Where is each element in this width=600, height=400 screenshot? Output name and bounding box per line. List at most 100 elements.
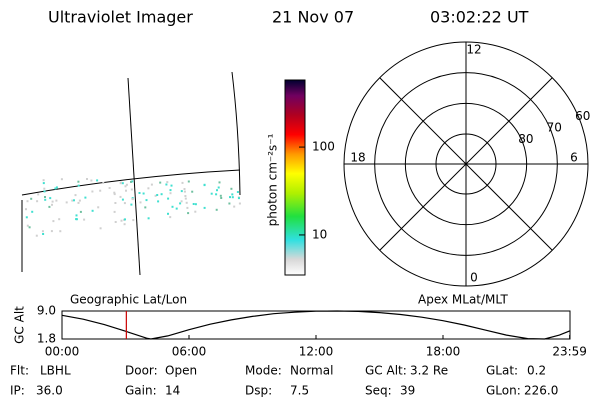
colorbar-label: photon cm⁻²s⁻¹	[266, 133, 280, 226]
map-pixel	[113, 191, 116, 194]
map-meridian	[231, 71, 241, 196]
mlt-label: 6	[570, 151, 578, 165]
info-label: Dsp:	[245, 384, 272, 398]
map-pixel	[43, 190, 46, 193]
map-pixel	[121, 182, 124, 185]
info-label: IP:	[10, 384, 25, 398]
map-pixel	[77, 184, 80, 187]
map-pixel	[44, 196, 46, 198]
map-pixel	[230, 187, 233, 190]
map-pixel	[203, 206, 206, 209]
map-pixel	[60, 178, 63, 181]
map-pixel	[169, 216, 172, 219]
map-pixel	[186, 206, 189, 209]
polar-ring	[343, 41, 589, 287]
info-value: 226.0	[524, 384, 558, 398]
map-pixel	[77, 201, 80, 204]
colorbar	[284, 79, 306, 276]
info-value: LBHL	[40, 364, 71, 378]
map-pixel	[55, 186, 58, 189]
x-tick-label: 06:00	[172, 345, 207, 359]
map-pixel	[180, 190, 183, 193]
map-pixel	[233, 205, 236, 208]
map-pixel	[43, 187, 46, 190]
polar-ring-label: 60	[575, 109, 590, 123]
map-pixel	[99, 189, 102, 192]
info-label: GC Alt:	[365, 364, 407, 378]
info-value: Normal	[290, 364, 333, 378]
map-pixel	[130, 180, 132, 183]
map-pixel	[166, 181, 169, 184]
map-pixel	[52, 220, 55, 223]
map-pixel	[138, 192, 141, 194]
polar-ring	[404, 102, 528, 226]
colorbar-tick-label: 10	[312, 227, 327, 241]
map-pixel	[51, 203, 53, 206]
map-pixel	[96, 179, 99, 182]
x-tick-label: 12:00	[299, 345, 334, 359]
info-value: 36.0	[36, 384, 63, 398]
mlt-label: 0	[470, 271, 478, 285]
map-pixel	[179, 202, 182, 205]
map-pixel	[91, 190, 94, 193]
map-pixel	[50, 230, 53, 233]
map-pixel	[42, 182, 45, 185]
map-pixel	[59, 230, 62, 233]
info-value: Open	[165, 364, 197, 378]
x-tick-label: 18:00	[426, 345, 461, 359]
map-pixel	[79, 210, 82, 213]
map-pixel	[220, 197, 223, 199]
map-label-left: Geographic Lat/Lon	[70, 293, 187, 307]
map-pixel	[194, 210, 197, 213]
map-pixel	[147, 217, 150, 220]
map-meridian	[127, 77, 141, 276]
map-pixel	[78, 199, 81, 202]
map-pixel	[215, 193, 218, 196]
map-pixel	[113, 210, 116, 213]
info-value: 14	[165, 384, 180, 398]
map-pixel	[49, 197, 52, 200]
map-pixel	[86, 178, 88, 180]
map-label-right: Apex MLat/MLT	[418, 293, 508, 307]
map-pixel	[185, 201, 188, 204]
map-pixel	[154, 194, 157, 197]
map-pixel	[130, 203, 133, 206]
x-tick-label: 00:00	[45, 345, 80, 359]
map-pixel	[238, 197, 240, 200]
map-pixel	[183, 190, 186, 193]
map-pixel	[119, 195, 122, 198]
map-pixel	[215, 208, 218, 211]
geographic-map	[21, 71, 241, 276]
map-pixel	[75, 218, 78, 221]
map-pixel	[180, 200, 183, 203]
y-tick-label: 9.0	[37, 304, 56, 318]
map-pixel	[121, 198, 124, 201]
map-pixel	[26, 224, 29, 227]
map-pixel	[28, 226, 31, 229]
info-label: Flt:	[10, 364, 29, 378]
info-label: GLat:	[486, 364, 518, 378]
map-pixel	[131, 198, 134, 201]
map-pixel	[41, 230, 44, 233]
map-pixel	[71, 199, 74, 202]
map-pixel	[219, 194, 222, 197]
map-pixel	[125, 189, 127, 192]
map-pixel	[123, 223, 126, 226]
map-pixel	[169, 189, 172, 192]
map-pixel	[217, 186, 220, 189]
y-axis-label: GC Alt	[13, 306, 27, 344]
info-label: Mode:	[245, 364, 282, 378]
map-pixel	[91, 209, 94, 212]
instrument: Ultraviolet Imager	[48, 8, 193, 27]
mlt-label: 18	[350, 151, 365, 165]
map-pixel	[210, 192, 213, 195]
map-pixel	[74, 194, 77, 197]
polar-spoke	[379, 77, 553, 251]
map-pixel	[156, 194, 159, 196]
map-pixel	[171, 205, 174, 208]
polar-ring-label: 70	[547, 120, 562, 134]
map-pixel	[167, 212, 169, 215]
